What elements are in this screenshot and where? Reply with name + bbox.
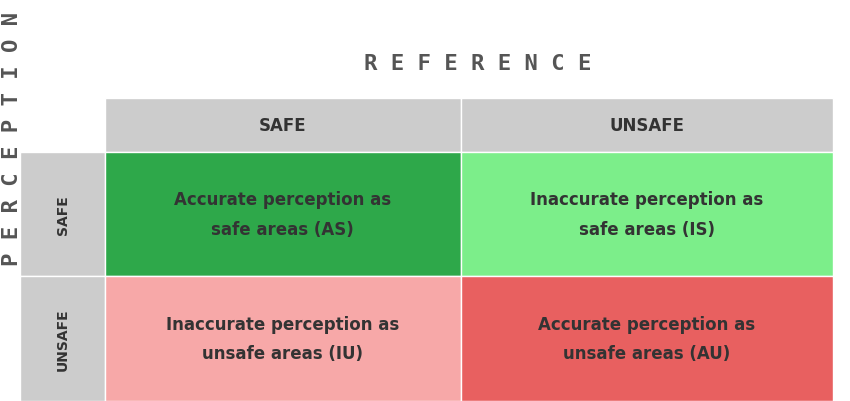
Text: Accurate perception as
safe areas (AS): Accurate perception as safe areas (AS) (174, 191, 391, 238)
Text: P E R C E P T I O N: P E R C E P T I O N (2, 12, 22, 266)
FancyBboxPatch shape (105, 99, 461, 152)
Text: Inaccurate perception as
unsafe areas (IU): Inaccurate perception as unsafe areas (I… (166, 315, 400, 363)
Text: SAFE: SAFE (55, 194, 70, 234)
FancyBboxPatch shape (461, 99, 833, 152)
Text: Inaccurate perception as
safe areas (IS): Inaccurate perception as safe areas (IS) (530, 191, 763, 238)
Text: UNSAFE: UNSAFE (609, 117, 684, 135)
FancyBboxPatch shape (461, 277, 833, 401)
Text: SAFE: SAFE (259, 117, 307, 135)
Text: R E F E R E N C E: R E F E R E N C E (364, 53, 592, 73)
FancyBboxPatch shape (20, 152, 105, 277)
FancyBboxPatch shape (20, 277, 105, 401)
FancyBboxPatch shape (105, 152, 461, 277)
FancyBboxPatch shape (461, 152, 833, 277)
Text: UNSAFE: UNSAFE (55, 308, 70, 370)
Text: Accurate perception as
unsafe areas (AU): Accurate perception as unsafe areas (AU) (538, 315, 756, 363)
FancyBboxPatch shape (105, 277, 461, 401)
